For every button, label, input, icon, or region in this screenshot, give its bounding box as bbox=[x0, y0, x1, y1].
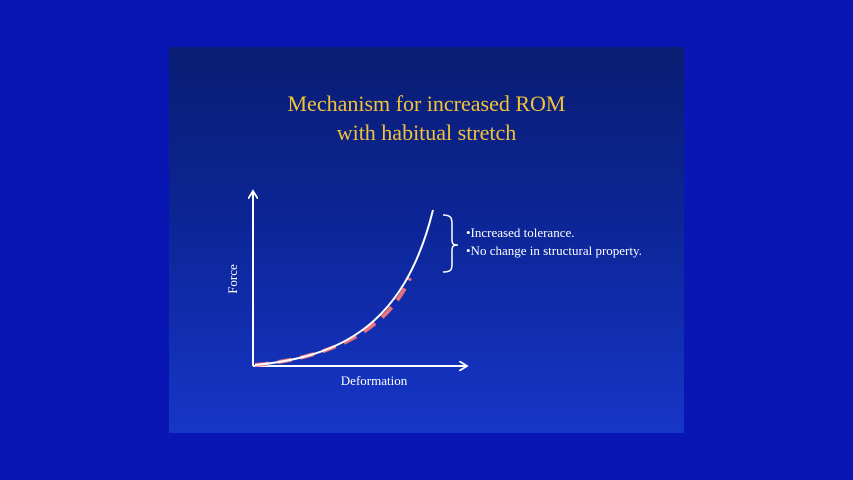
force-deformation-curve bbox=[254, 209, 434, 366]
curly-brace bbox=[442, 214, 459, 273]
bullet-item: •Increased tolerance. bbox=[466, 225, 575, 240]
title-line-2: with habitual stretch bbox=[336, 120, 517, 145]
title-line-1: Mechanism for increased ROM bbox=[287, 91, 566, 116]
dashed-curve bbox=[254, 277, 412, 367]
bullet-item: •No change in structural property. bbox=[466, 243, 642, 258]
slide: Mechanism for increased ROM with habitua… bbox=[169, 47, 684, 433]
x-axis-label: Deformation bbox=[341, 373, 408, 388]
y-axis-label: Force bbox=[225, 264, 240, 294]
bullet-list: •Increased tolerance. •No change in stru… bbox=[466, 224, 642, 260]
slide-title: Mechanism for increased ROM with habitua… bbox=[169, 89, 684, 147]
force-deformation-diagram: Deformation Force bbox=[225, 47, 684, 388]
